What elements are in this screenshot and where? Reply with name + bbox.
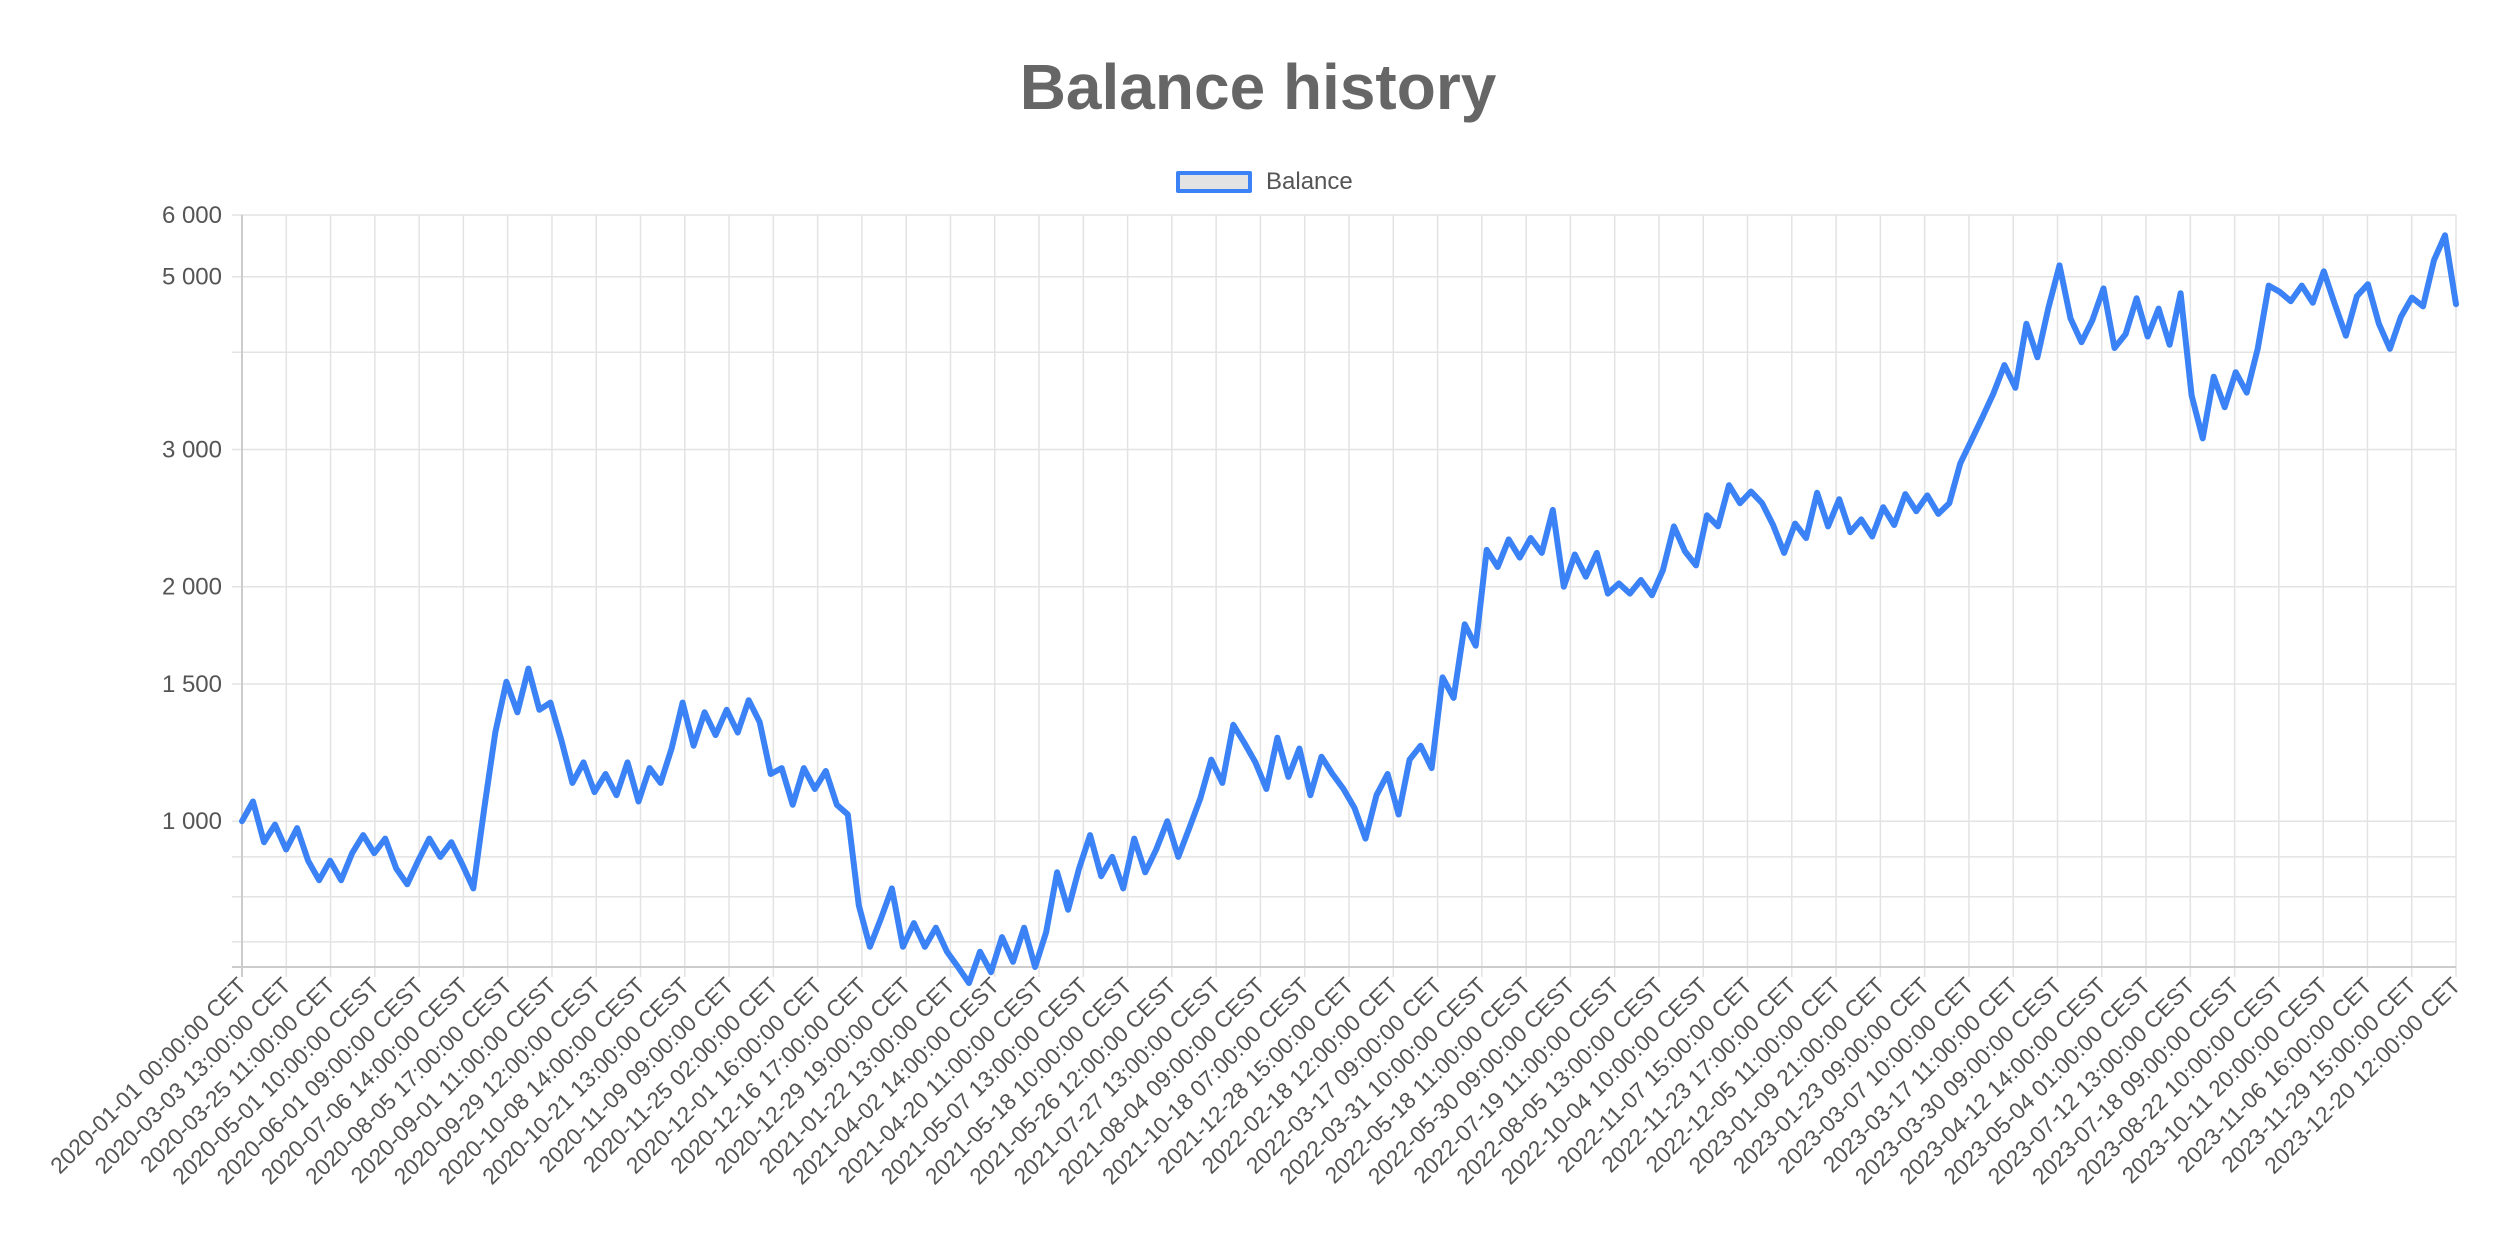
chart-title: Balance history (1019, 51, 1497, 123)
y-tick-label: 6 000 (162, 202, 222, 229)
y-tick-label: 5 000 (162, 264, 222, 291)
legend[interactable]: Balance (1176, 167, 1353, 197)
legend-swatch-balance[interactable] (1176, 171, 1252, 193)
y-tick-label: 2 000 (162, 574, 222, 601)
legend-label-balance[interactable]: Balance (1266, 168, 1353, 195)
y-tick-label: 1 500 (162, 671, 222, 698)
y-tick-label: 1 000 (162, 808, 222, 835)
series-line-balance (239, 232, 2459, 986)
y-tick-label: 3 000 (162, 437, 222, 464)
